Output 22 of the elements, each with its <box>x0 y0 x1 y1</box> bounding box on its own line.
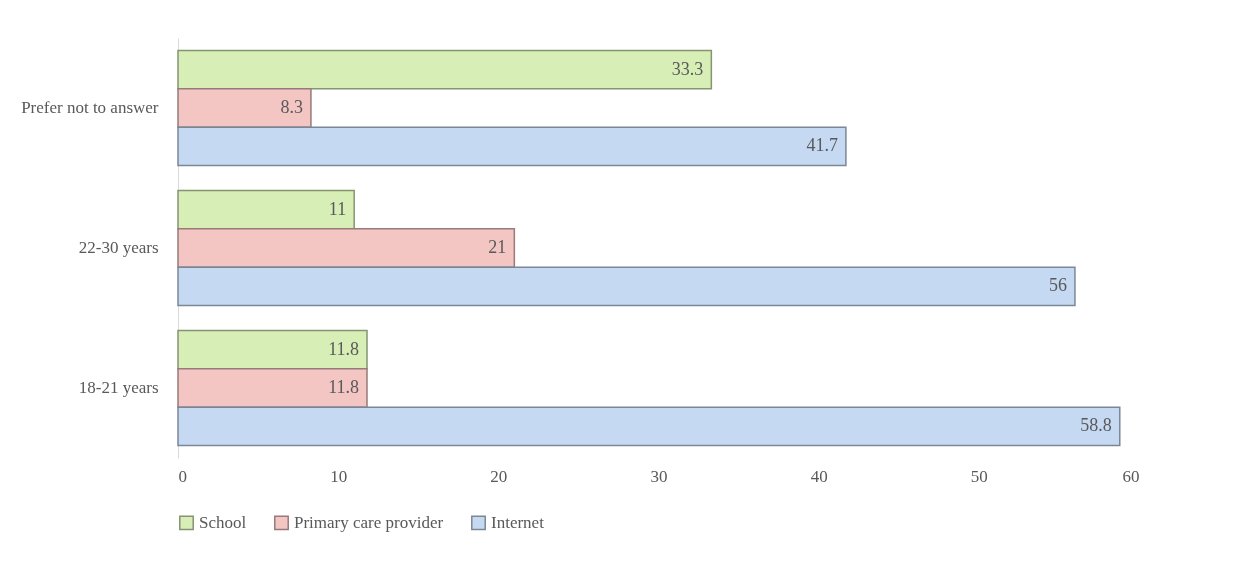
x-tick-label: 30 <box>650 466 668 486</box>
x-tick-label: 40 <box>810 466 828 486</box>
legend-label: Internet <box>491 512 545 532</box>
legend-label: Primary care provider <box>294 512 444 532</box>
data-label: 33.3 <box>671 58 704 79</box>
x-tick-label: 60 <box>1122 466 1140 486</box>
x-tick-label: 0 <box>178 466 187 486</box>
y-tick-label: Prefer not to answer <box>21 98 159 117</box>
y-tick-label: 18-21 years <box>78 378 159 397</box>
data-label: 56 <box>1048 275 1067 296</box>
data-label: 58.8 <box>1080 415 1112 436</box>
x-tick-label: 10 <box>330 466 348 486</box>
data-label: 11.8 <box>328 338 359 359</box>
data-label: 11.8 <box>328 377 359 397</box>
x-tick-label: 50 <box>970 466 988 486</box>
data-label: 41.7 <box>806 135 838 156</box>
data-label: 21 <box>488 237 507 257</box>
x-tick-label: 20 <box>490 466 508 486</box>
data-label: 8.3 <box>280 97 303 117</box>
y-tick-label: 22-30 years <box>78 238 159 257</box>
legend-label: School <box>199 512 247 532</box>
data-label: 11 <box>328 198 347 219</box>
